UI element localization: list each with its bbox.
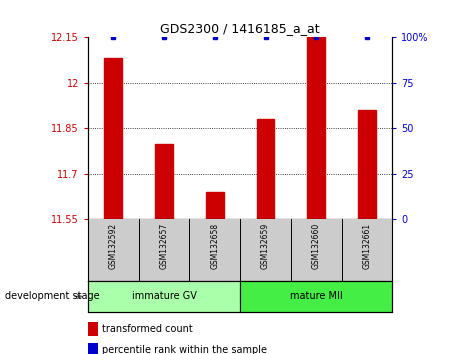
Text: mature MII: mature MII	[290, 291, 343, 302]
Text: percentile rank within the sample: percentile rank within the sample	[102, 346, 267, 354]
Bar	[358, 110, 376, 219]
Bar	[105, 58, 122, 219]
Text: GSM132660: GSM132660	[312, 223, 321, 269]
Title: GDS2300 / 1416185_a_at: GDS2300 / 1416185_a_at	[161, 22, 320, 35]
Bar	[240, 281, 392, 312]
Bar	[206, 192, 224, 219]
Text: GSM132592: GSM132592	[109, 223, 118, 269]
Bar	[155, 143, 173, 219]
Text: GSM132657: GSM132657	[160, 223, 169, 269]
Bar	[257, 119, 274, 219]
Text: immature GV: immature GV	[132, 291, 197, 302]
Text: transformed count: transformed count	[102, 324, 193, 334]
Text: GSM132658: GSM132658	[210, 223, 219, 269]
Text: development stage: development stage	[5, 291, 99, 302]
Text: GSM132659: GSM132659	[261, 223, 270, 269]
Text: GSM132661: GSM132661	[363, 223, 372, 269]
Bar	[308, 37, 325, 219]
Bar	[88, 281, 240, 312]
